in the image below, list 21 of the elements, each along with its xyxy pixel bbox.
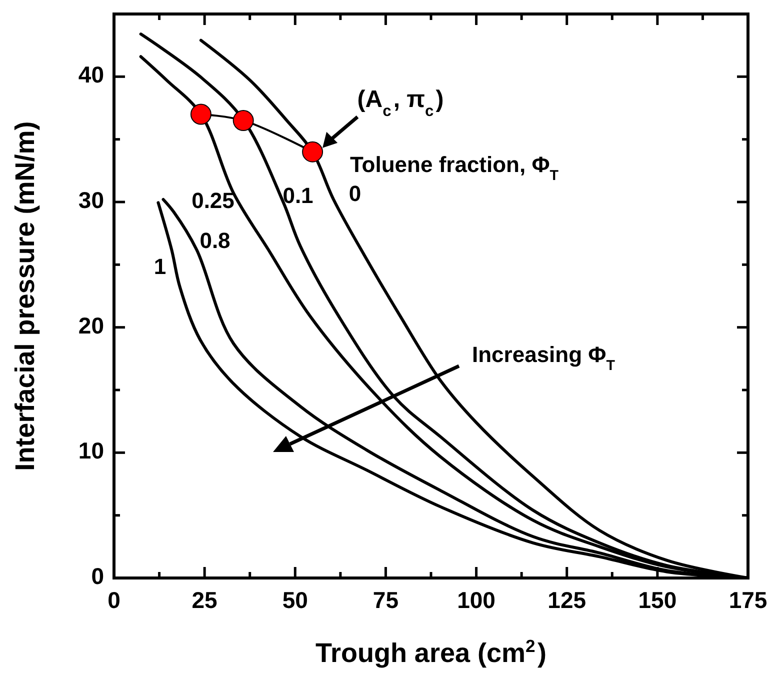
x-tick-label: 75 xyxy=(372,587,399,613)
x-tick-label: 150 xyxy=(638,587,677,613)
annotation: (A$_{c}$, π$_{c}$) xyxy=(357,86,444,120)
y-tick-label: 10 xyxy=(78,438,104,464)
y-tick-label: 30 xyxy=(78,187,104,214)
annotation: Increasing Φ$_{T}$ xyxy=(472,342,616,374)
x-tick-label: 175 xyxy=(728,587,768,613)
series-label: 0.8 xyxy=(200,228,230,253)
y-tick-label: 20 xyxy=(78,312,104,338)
series-label: 0.25 xyxy=(192,188,234,213)
y-tick-label: 0 xyxy=(91,563,104,590)
x-tick-label: 25 xyxy=(192,587,218,613)
x-axis-title: Trough area (cm$^{2}$) xyxy=(315,636,547,668)
y-axis-title: Interfacial pressure (mN/m) xyxy=(10,121,40,471)
x-tick-label: 50 xyxy=(282,587,308,613)
y-tick-label: 40 xyxy=(78,62,104,88)
x-tick-label: 125 xyxy=(548,587,586,613)
x-tick-label: 0 xyxy=(108,587,120,613)
series-label: 0.1 xyxy=(282,182,314,208)
x-tick-label: 100 xyxy=(457,587,496,613)
series-label: 1 xyxy=(154,254,166,279)
